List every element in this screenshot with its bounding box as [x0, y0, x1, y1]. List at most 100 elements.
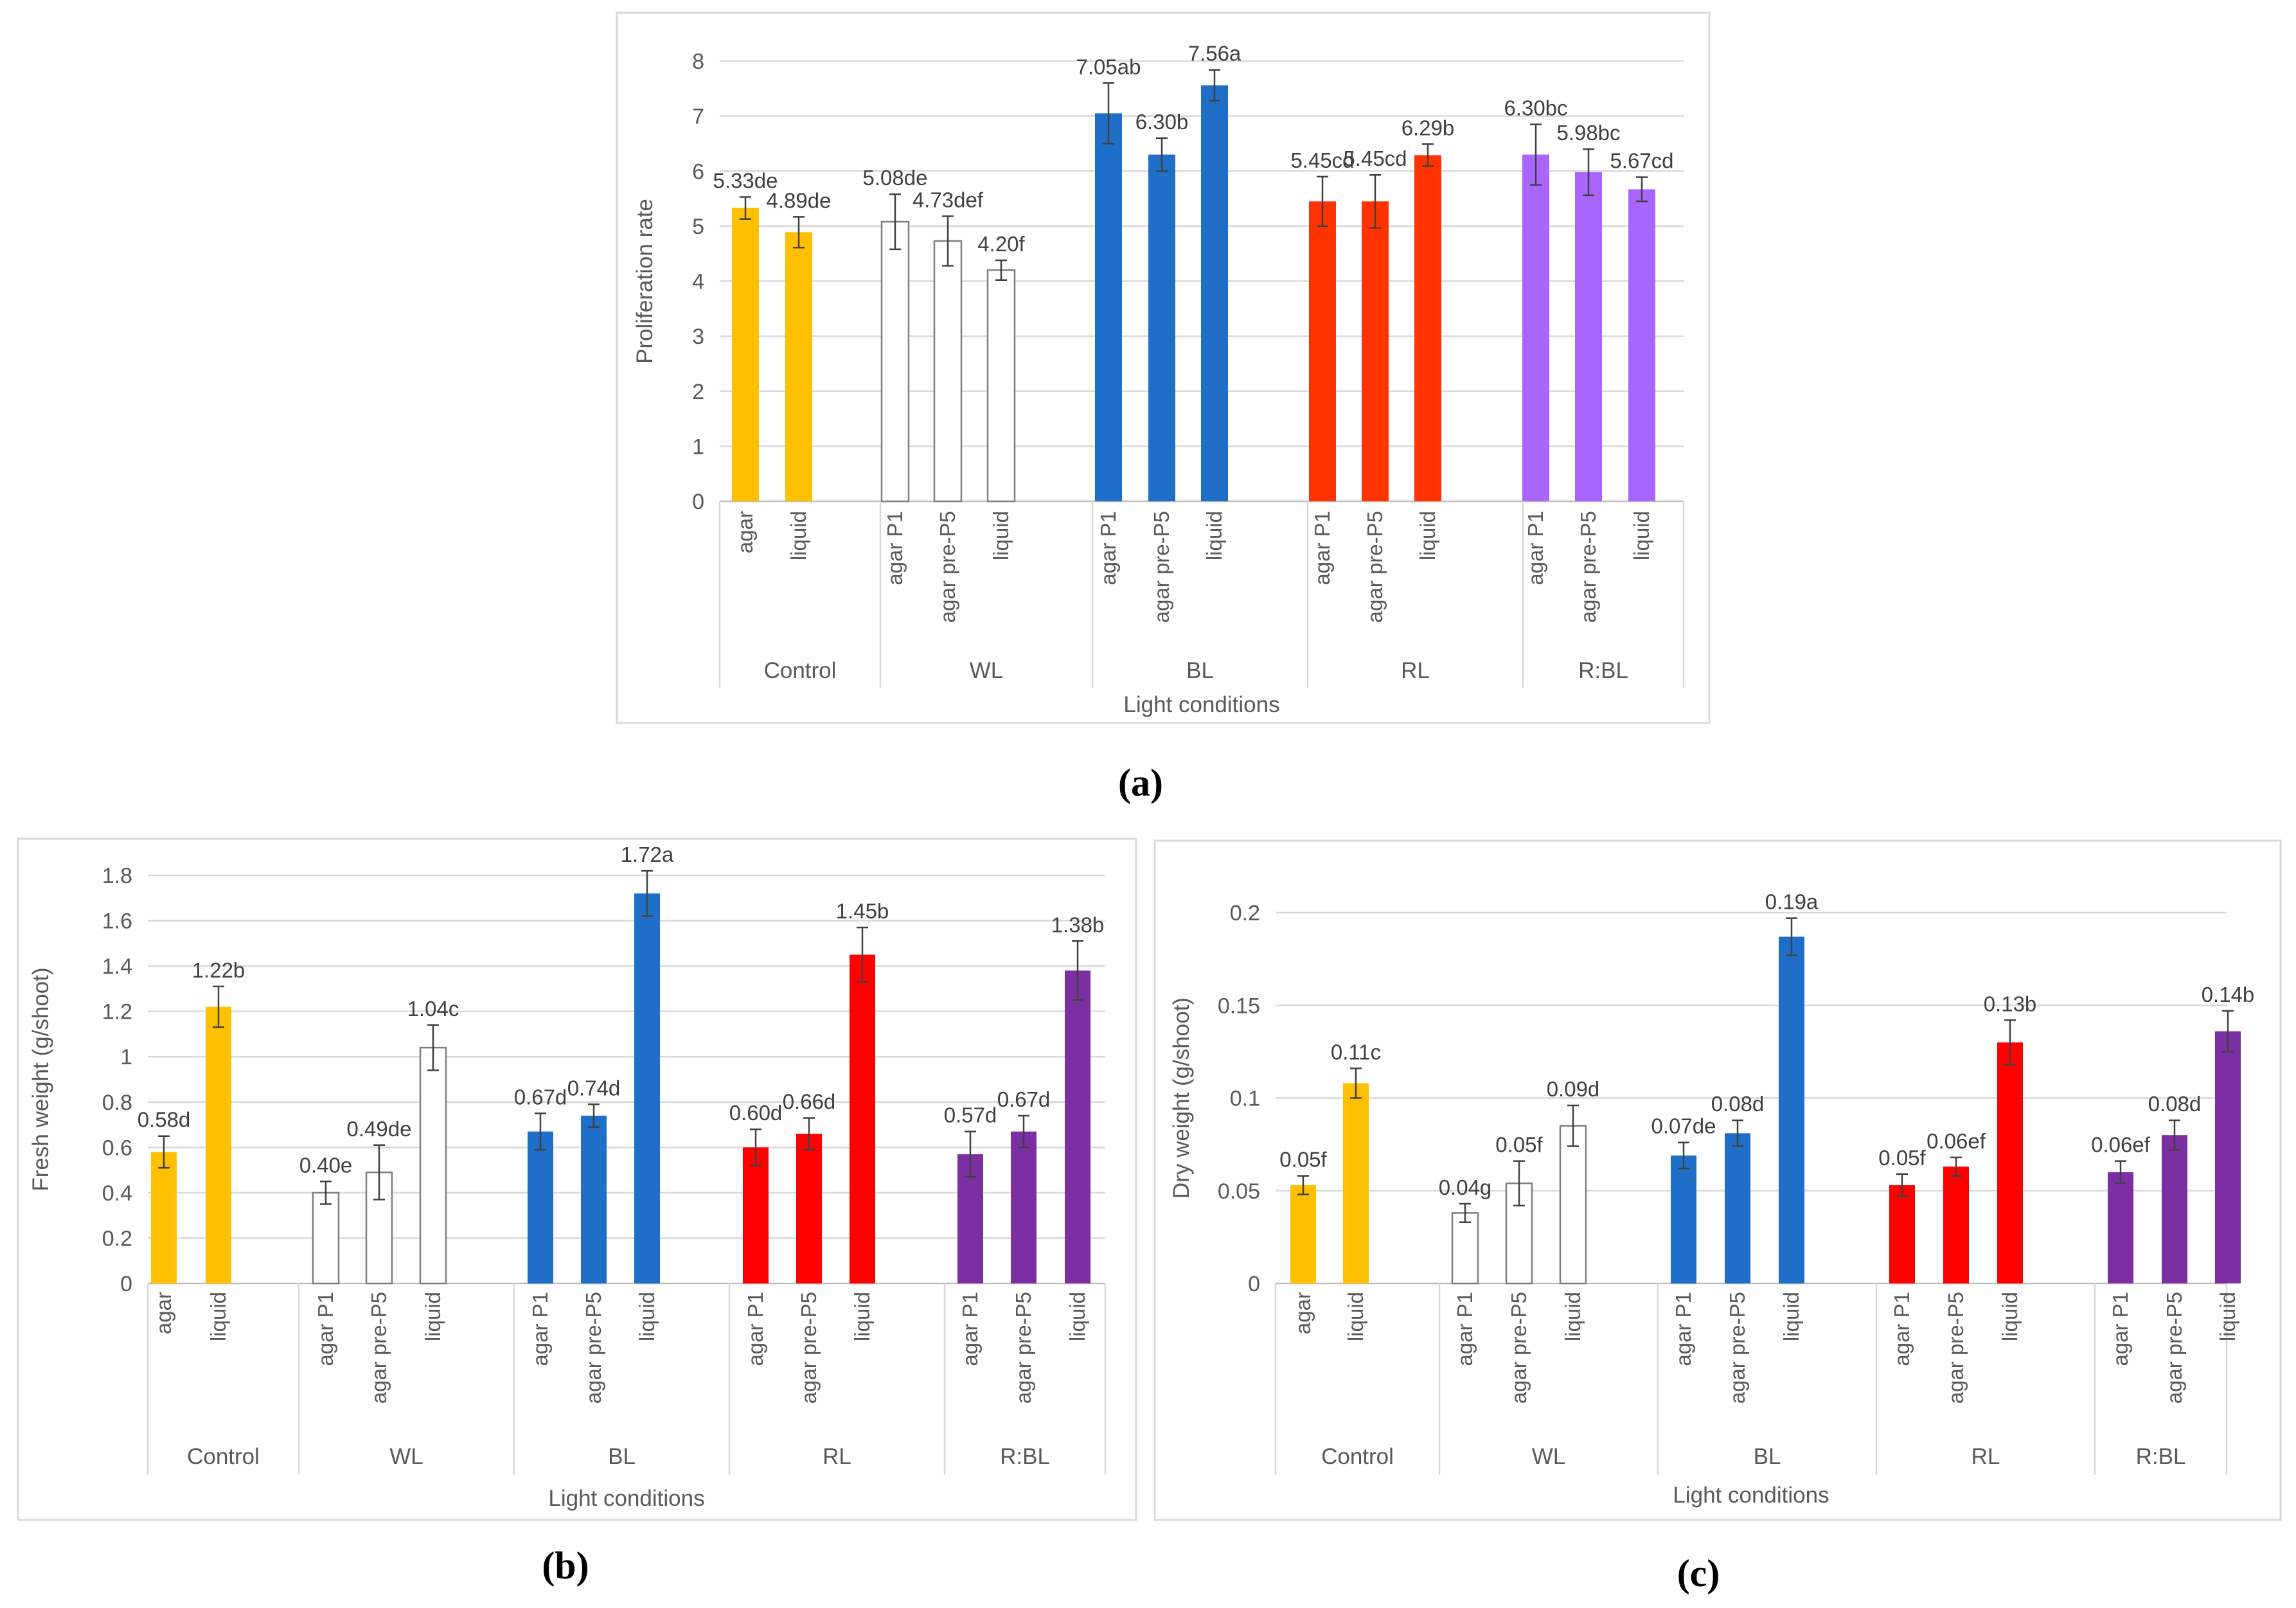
chart-b-bar — [528, 1131, 553, 1283]
chart-a-group-label: R:BL — [1578, 658, 1628, 683]
chart-c-category-label: liquid — [1561, 1292, 1585, 1341]
chart-b-category-label: liquid — [850, 1292, 874, 1341]
chart-c-category-label: agar P1 — [1671, 1292, 1695, 1366]
chart-b-category-label: agar P1 — [743, 1292, 767, 1366]
chart-a-bar — [1522, 154, 1549, 501]
chart-c-ytick-label: 0.1 — [1230, 1087, 1260, 1111]
chart-a-bar — [880, 220, 910, 503]
chart-a-group-label: RL — [1401, 658, 1430, 683]
chart-a-data-label: 4.89de — [767, 188, 832, 212]
chart-b-category-label: agar pre-P5 — [582, 1292, 605, 1404]
chart-a-category-label: agar P1 — [1524, 511, 1547, 585]
chart-c-bar — [1451, 1212, 1479, 1285]
chart-a-data-label: 5.45cd — [1343, 147, 1407, 170]
chart-c-category-label: agar P1 — [1453, 1292, 1477, 1366]
chart-a-group-label: BL — [1186, 658, 1214, 683]
chart-b-category-label: agar — [152, 1292, 175, 1334]
chart-a-category-label: agar — [733, 511, 757, 553]
chart-b-ytick-label: 1.6 — [102, 909, 132, 934]
chart-b-data-label: 0.60d — [729, 1101, 783, 1125]
chart-c-category-label: agar pre-P5 — [1944, 1292, 1968, 1404]
chart-a-bar — [1362, 201, 1389, 501]
chart-b-ytick-label: 0.4 — [102, 1181, 132, 1206]
chart-a-bar — [1309, 201, 1336, 501]
chart-c-data-label: 0.06ef — [2091, 1133, 2151, 1157]
chart-b-data-label: 1.72a — [621, 843, 674, 866]
chart-c-category-label: liquid — [1998, 1292, 2022, 1341]
chart-b-category-label: liquid — [1065, 1292, 1089, 1341]
chart-a-ytick-label: 5 — [692, 215, 704, 239]
chart-b-bar — [1011, 1131, 1037, 1283]
chart-b-data-label: 1.22b — [192, 958, 245, 982]
chart-b-category-label: agar pre-P5 — [1011, 1292, 1035, 1404]
chart-b-data-label: 0.66d — [783, 1089, 836, 1113]
chart-a-ytick-label: 0 — [692, 490, 704, 514]
chart-c-bar — [1943, 1166, 1969, 1283]
chart-c-data-label: 0.13b — [1984, 992, 2037, 1015]
chart-b-group-label: RL — [823, 1444, 851, 1469]
chart-c-group-label: RL — [1971, 1444, 2000, 1469]
chart-c-bar — [1997, 1042, 2023, 1283]
chart-a-category-label: liquid — [989, 511, 1013, 560]
chart-b-ytick-label: 1.8 — [102, 864, 132, 888]
chart-c-category-label: agar P1 — [1890, 1292, 1914, 1366]
chart-b-data-label: 0.67d — [514, 1085, 567, 1109]
chart-c-panel-label: (c) — [1677, 1552, 1720, 1595]
chart-b-data-label: 0.49de — [347, 1117, 412, 1141]
chart-c: 0 0.05 0.1 0.15 0.2 0.05f agar 0.11c liquid Contr… — [1153, 839, 2282, 1595]
chart-c-data-label: 0.19a — [1765, 890, 1819, 914]
chart-a-ytick-label: 2 — [692, 380, 704, 404]
chart-a-bar — [1414, 155, 1441, 501]
chart-a-panel-label: (a) — [1118, 762, 1163, 804]
chart-c-group-label: BL — [1754, 1444, 1781, 1469]
chart-b-category-label: agar pre-P5 — [797, 1292, 821, 1404]
chart-b-ytick-label: 0 — [120, 1272, 132, 1296]
chart-b-group-label: R:BL — [1000, 1444, 1050, 1469]
chart-c-category-label: agar pre-P5 — [2162, 1292, 2186, 1404]
chart-a-data-label: 5.33de — [713, 168, 778, 192]
chart-a-data-label: 5.08de — [863, 166, 928, 190]
chart-a-data-label: 5.45cd — [1290, 148, 1354, 172]
chart-c-data-label: 0.05f — [1279, 1148, 1327, 1172]
chart-a-data-label: 7.05ab — [1076, 55, 1141, 78]
chart-c-bar — [1779, 936, 1804, 1283]
chart-a-data-label: 6.30b — [1135, 110, 1189, 134]
chart-b-group-label: Control — [187, 1444, 260, 1469]
chart-c-category-label: agar pre-P5 — [1507, 1292, 1531, 1404]
chart-c-data-label: 0.08d — [2148, 1092, 2202, 1116]
chart-a-bar — [785, 232, 812, 501]
chart-b-group-label: BL — [608, 1444, 636, 1469]
chart-a-category-label: liquid — [1202, 511, 1226, 560]
chart-c-bar — [2215, 1031, 2241, 1283]
chart-c-data-label: 0.06ef — [1927, 1129, 1986, 1153]
chart-b-bar — [312, 1192, 340, 1285]
chart-b-frame — [17, 837, 1137, 1521]
chart-c-ytick-label: 0.05 — [1218, 1179, 1260, 1204]
chart-a-bar — [1148, 154, 1175, 501]
chart-c-data-label: 0.07de — [1651, 1114, 1716, 1138]
chart-b-category-label: agar P1 — [314, 1292, 337, 1366]
chart-b-category-label: liquid — [635, 1292, 659, 1341]
chart-b-data-label: 1.45b — [836, 899, 889, 923]
chart-a-category-label: agar P1 — [1096, 511, 1120, 585]
chart-a-data-label: 7.56a — [1188, 42, 1241, 66]
chart-c-data-label: 0.11c — [1331, 1040, 1381, 1064]
chart-c-x-axis-title: Light conditions — [1673, 1483, 1829, 1508]
chart-c-ytick-label: 0.15 — [1218, 994, 1260, 1018]
chart-a-bar — [1628, 189, 1655, 501]
chart-b-ytick-label: 1.4 — [102, 954, 132, 979]
chart-b-bar — [206, 1006, 231, 1283]
chart-b-y-axis-title: Fresh weight (g/shoot) — [28, 967, 53, 1191]
chart-a-ytick-label: 3 — [692, 325, 704, 349]
chart-c-data-label: 0.04g — [1439, 1175, 1492, 1199]
chart-b-bar — [581, 1115, 607, 1283]
chart-a-bar — [1575, 172, 1602, 501]
chart-c-group-label: R:BL — [2136, 1444, 2186, 1469]
chart-c-data-label: 0.05f — [1495, 1133, 1543, 1157]
chart-a-data-label: 6.30bc — [1504, 96, 1567, 120]
chart-c-frame — [1153, 839, 2282, 1521]
chart-a-ytick-label: 1 — [692, 434, 704, 459]
chart-b-bar — [419, 1046, 447, 1285]
